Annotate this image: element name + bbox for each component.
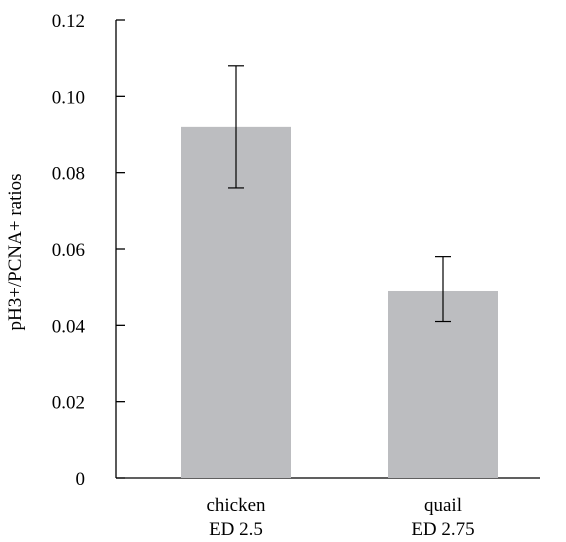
y-tick-label: 0 <box>76 469 86 490</box>
x-category-label: chicken <box>206 495 266 516</box>
y-tick-label: 0.04 <box>52 316 86 337</box>
y-tick-label: 0.06 <box>52 240 85 261</box>
y-tick-label: 0.10 <box>52 87 85 108</box>
x-category-label: ED 2.5 <box>209 519 263 540</box>
y-tick-label: 0.12 <box>52 11 85 32</box>
x-category-label: ED 2.75 <box>411 519 474 540</box>
y-axis: 0 0.02 0.04 0.06 0.08 0.10 0.12 <box>52 11 125 490</box>
y-axis-label: pH3+/PCNA+ ratios <box>5 173 26 330</box>
x-category-label: quail <box>424 495 462 516</box>
category-labels: chicken ED 2.5 quail ED 2.75 <box>206 495 474 540</box>
y-tick-label: 0.08 <box>52 164 85 185</box>
y-tick-label: 0.02 <box>52 393 85 414</box>
bars <box>181 127 498 478</box>
